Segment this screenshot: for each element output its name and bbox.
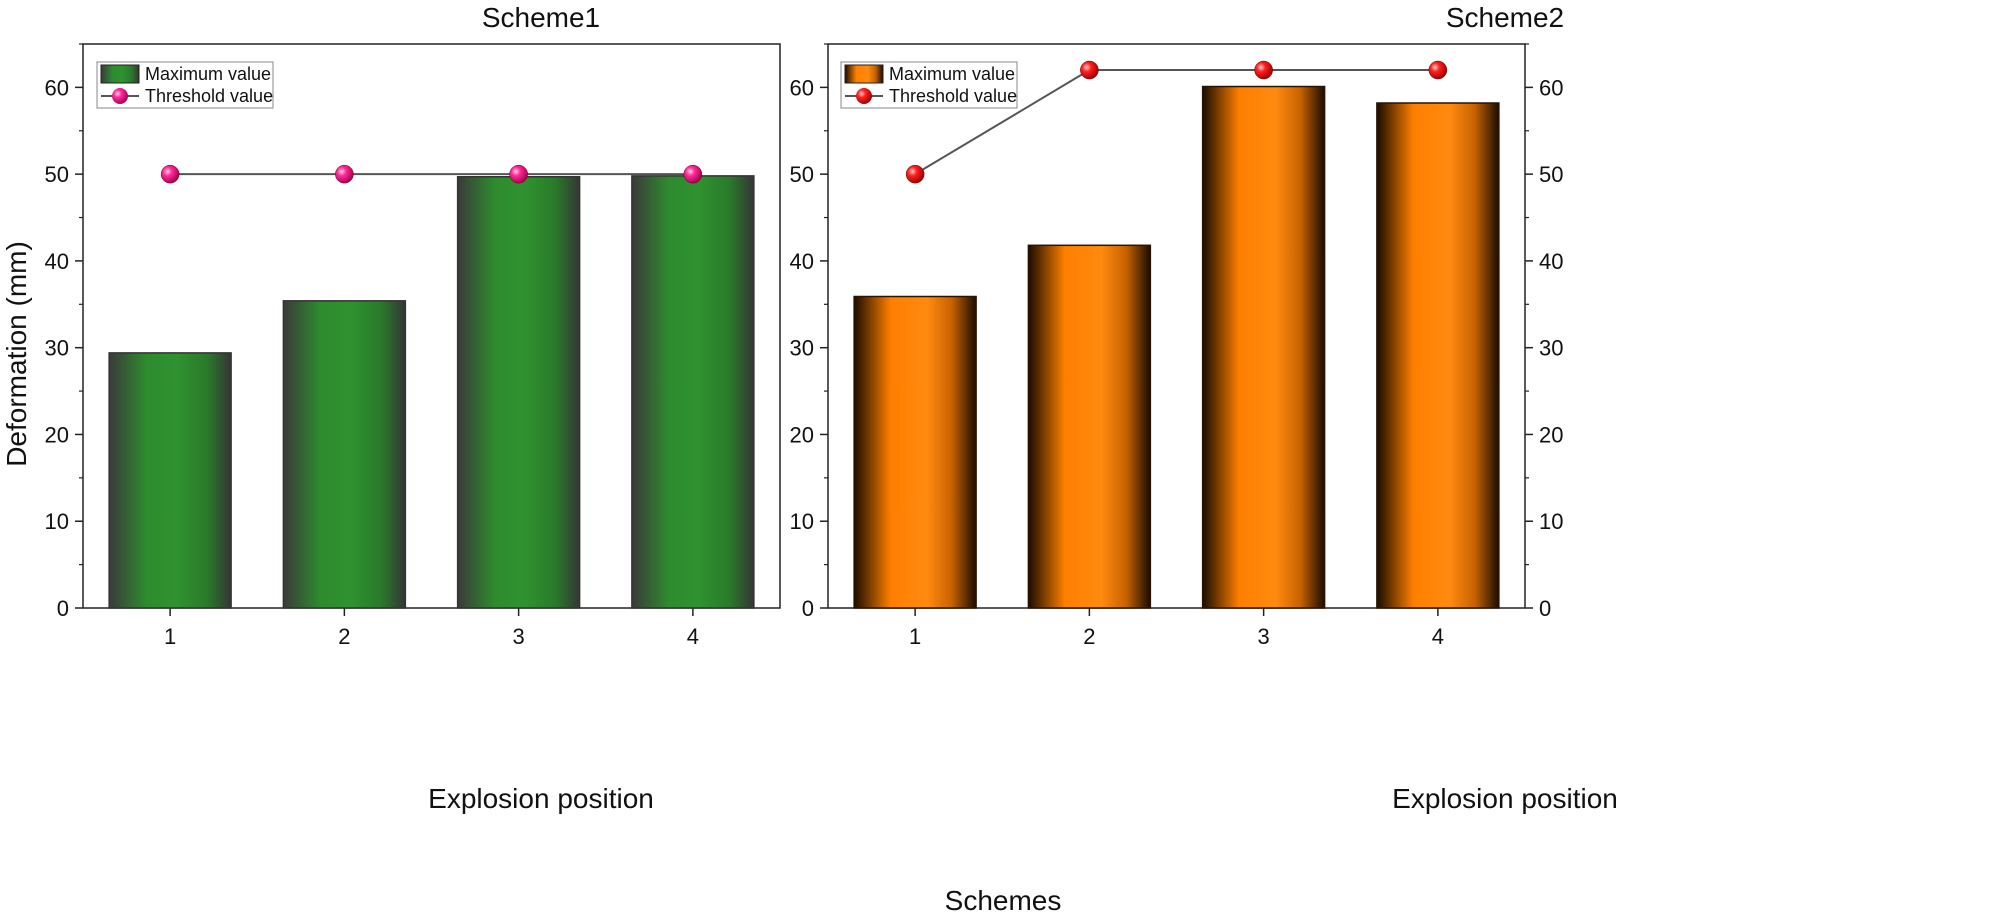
x-tick-label: 1 [909,624,921,649]
legend-swatch-marker [112,88,128,104]
y-tick-label-right: 0 [1539,596,1551,621]
line-series [905,60,1448,184]
y-tick-label: 0 [57,596,69,621]
bar [1376,102,1500,609]
y-tick-label: 20 [45,422,69,447]
shared-y-axis-label: Deformation (mm) [1,241,32,467]
threshold-point [683,164,703,184]
figure-label: Schemes [945,885,1062,916]
x-tick-label: 1 [164,624,176,649]
y-tick-label-right: 60 [1539,75,1563,100]
x-tick-label: 2 [1083,624,1095,649]
bar-series [108,175,755,609]
x-axis-label: Explosion position [1392,783,1618,814]
x-axis-label: Explosion position [428,783,654,814]
plot-area: 0 10 20 30 40 50 60 1 2 3 4 Maximum valueThreshold … [45,43,781,649]
y-tick-label-right: 40 [1539,249,1563,274]
x-axis: 1 2 3 4 [164,608,699,649]
y-tick-label: 40 [45,249,69,274]
threshold-point [1080,60,1099,80]
bar [456,176,581,609]
y-tick-label: 0 [802,596,814,621]
x-tick-label: 4 [687,624,699,649]
panel-scheme2: Scheme2 Explosion position 0 0 10 10 20 20 30 3… [790,2,1618,814]
y-tick-label: 60 [45,75,69,100]
y-axis: 0 10 20 30 40 50 60 [45,43,83,621]
bar [1201,85,1326,609]
bar [282,300,407,609]
y-tick-label-right: 10 [1539,509,1563,534]
panel-title: Scheme1 [482,2,600,33]
y-tick-label: 50 [790,162,814,187]
threshold-point [509,164,528,184]
y-tick-label-right: 20 [1539,422,1563,447]
legend-label: Threshold value [889,86,1017,106]
threshold-point [1254,60,1273,80]
x-axis: 1 2 3 4 [909,608,1444,649]
bar [108,352,232,609]
legend-label: Maximum value [145,64,271,84]
x-tick-label: 2 [338,624,350,649]
y-tick-label: 50 [45,162,69,187]
y-tick-label-right: 50 [1539,162,1563,187]
plot-frame [82,43,781,609]
legend-label: Maximum value [889,64,1015,84]
y-tick-label: 10 [45,509,69,534]
y-tick-label: 10 [790,509,814,534]
y-tick-label: 30 [45,336,69,361]
plot-frame [827,43,1526,609]
y-axis: 0 0 10 10 20 20 30 30 40 40 50 50 60 60 [790,43,1563,621]
y-tick-label: 20 [790,422,814,447]
bar [853,295,977,609]
line-series [160,164,703,184]
threshold-point [1428,60,1448,80]
x-tick-label: 3 [1258,624,1270,649]
legend-label: Threshold value [145,86,273,106]
y-tick-label: 30 [790,336,814,361]
threshold-point [160,164,180,184]
y-tick-label: 40 [790,249,814,274]
legend-swatch-marker [856,88,872,104]
x-tick-label: 3 [513,624,525,649]
threshold-line [914,69,1438,176]
panel-scheme1: Scheme1 Explosion position 0 10 20 30 40 50 60… [45,2,781,814]
x-tick-label: 4 [1432,624,1444,649]
y-tick-label-right: 30 [1539,336,1563,361]
threshold-point [335,164,354,184]
plot-area: 0 0 10 10 20 20 30 30 40 40 50 50 60 60 1 2 3 4 Maximum va… [790,43,1563,649]
threshold-point [905,164,925,184]
bar [631,175,755,609]
legend-swatch-bar [100,64,140,84]
panel-title: Scheme2 [1446,2,1564,33]
legend-swatch-bar [844,64,884,84]
bar-series [853,85,1500,609]
bar [1027,244,1152,609]
y-tick-label: 60 [790,75,814,100]
